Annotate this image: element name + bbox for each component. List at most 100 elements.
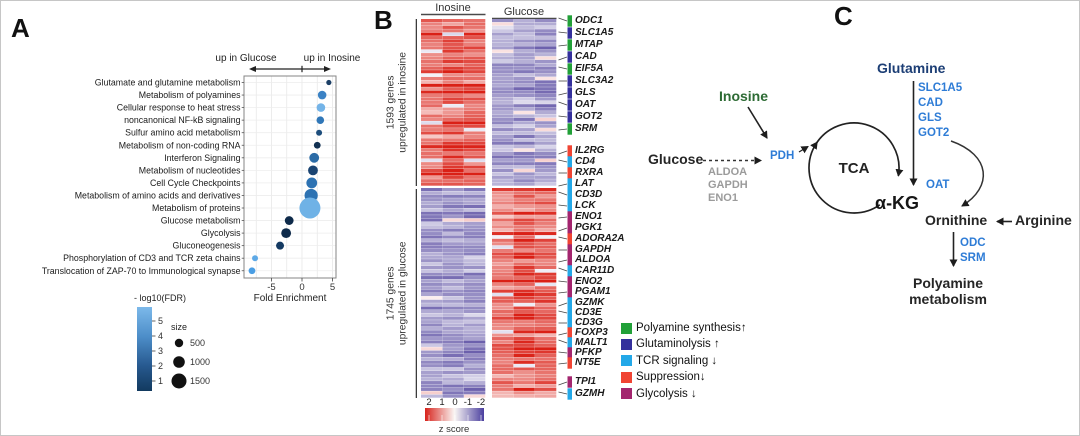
heatmap-cell <box>535 198 557 202</box>
heatmap-cell <box>421 145 443 149</box>
heatmap-cell <box>492 350 514 354</box>
heatmap-cell <box>421 83 443 87</box>
heatmap-cell <box>442 32 464 36</box>
heatmap-cell <box>492 158 514 162</box>
heatmap-cell <box>492 66 514 70</box>
gene-label-gzmk: GZMK <box>575 297 605 308</box>
x-tick-label: 5 <box>330 282 335 293</box>
heatmap-cell <box>492 145 514 149</box>
heatmap-cell <box>421 80 443 84</box>
heatmap-cell <box>442 59 464 64</box>
arginine-node-label: Arginine <box>1015 212 1072 228</box>
heatmap-cell <box>442 391 464 395</box>
fdr-legend-title: - log10(FDR) <box>134 293 186 303</box>
heatmap-cell <box>464 367 486 371</box>
heatmap-cell <box>442 340 464 344</box>
gene-label-aldoa: ALDOA <box>575 254 611 265</box>
pathway-label: Metabolism of proteins <box>152 203 241 213</box>
glutamine-enzyme-list: SLC1A5 CAD GLS GOT2 <box>918 81 962 141</box>
heatmap-cell <box>442 208 464 212</box>
heatmap-cell <box>535 218 557 222</box>
heatmap-cell <box>535 104 557 108</box>
heatmap-cell <box>421 138 443 142</box>
heatmap-cell <box>442 70 464 74</box>
heatmap-cell <box>442 242 464 246</box>
heatmap-cell <box>492 245 514 249</box>
heatmap-cell <box>535 117 557 121</box>
gene-label-cad: CAD <box>575 51 597 62</box>
heatmap-cell <box>492 320 514 324</box>
heatmap-cell <box>535 384 557 388</box>
heatmap-cell <box>535 225 557 229</box>
enzyme-gapdh: GAPDH <box>708 179 748 191</box>
heatmap-cell <box>535 370 557 374</box>
heatmap-cell <box>464 225 486 229</box>
heatmap-cell <box>421 370 443 374</box>
heatmap-cell <box>421 22 443 26</box>
heatmap-cell <box>535 232 557 236</box>
oat-enzyme-label: OAT <box>926 179 950 191</box>
heatmap-cell <box>421 208 443 212</box>
pdh-tca-arrow <box>798 145 809 154</box>
heatmap-cell <box>442 29 464 33</box>
gene-connector-line <box>558 191 568 196</box>
heatmap-cell <box>442 248 464 253</box>
heatmap-cell <box>464 350 486 354</box>
gene-category-tick <box>567 337 572 349</box>
heatmap-cell <box>535 337 557 341</box>
heatmap-cell <box>535 97 557 101</box>
fdr-legend-tick-label: 3 <box>158 346 163 356</box>
heatmap-cell <box>492 370 514 374</box>
heatmap-cell <box>535 73 557 77</box>
tca-cycle-arc-top <box>814 122 904 177</box>
heatmap-cell <box>421 323 443 327</box>
heatmap-cell <box>421 121 443 125</box>
heatmap-cell <box>442 87 464 91</box>
heatmap-cell <box>513 330 535 334</box>
heatmap-cell <box>535 330 557 334</box>
heatmap-cell <box>513 158 535 162</box>
ornithine-node-label: Ornithine <box>925 212 988 228</box>
heatmap-cell <box>492 114 514 118</box>
heatmap-cell <box>421 337 443 341</box>
heatmap-cell <box>442 252 464 256</box>
alpha-kg-node-label: α-KG <box>875 193 920 213</box>
polyamine-line2: metabolism <box>909 291 987 308</box>
heatmap-cell <box>535 262 557 266</box>
heatmap-cell <box>492 83 514 87</box>
heatmap-cell <box>464 255 486 259</box>
gene-connector-line <box>558 31 568 34</box>
heatmap-cell <box>513 179 535 183</box>
heatmap-cell <box>492 194 514 198</box>
heatmap-cell <box>442 83 464 87</box>
heatmap-cell <box>464 384 486 388</box>
heatmap-cell <box>442 276 464 280</box>
heatmap-cell <box>513 269 535 273</box>
heatmap-cell <box>464 73 486 77</box>
heatmap-cell <box>442 42 464 46</box>
heatmap-cell <box>421 63 443 67</box>
heatmap-cell <box>535 145 557 149</box>
heatmap-cell <box>513 259 535 263</box>
heatmap-cell <box>442 155 464 159</box>
heatmap-cell <box>421 124 443 128</box>
pathway-label: Glutamate and glutamine metabolism <box>95 78 241 88</box>
heatmap-cell <box>492 357 514 361</box>
heatmap-cell <box>513 211 535 215</box>
heatmap-cell <box>535 326 557 330</box>
heatmap-cell <box>421 309 443 314</box>
heatmap-cell <box>464 155 486 159</box>
heatmap-cell <box>464 151 486 156</box>
heatmap-cell <box>421 204 443 209</box>
glycolysis-enzyme-list: ALDOA GAPDH ENO1 <box>708 166 748 205</box>
heatmap-cell <box>535 124 557 128</box>
size-legend-dot <box>171 373 187 389</box>
gene-label-eno2: ENO2 <box>575 276 603 287</box>
heatmap-cell <box>442 374 464 378</box>
heatmap-cell <box>442 46 464 50</box>
legend-label: Suppression↓ <box>636 371 706 384</box>
heatmap-cell <box>421 296 443 300</box>
heatmap-cell <box>513 391 535 395</box>
heatmap-cell <box>492 242 514 246</box>
oat-ornithine-curve-arrow <box>950 140 985 207</box>
